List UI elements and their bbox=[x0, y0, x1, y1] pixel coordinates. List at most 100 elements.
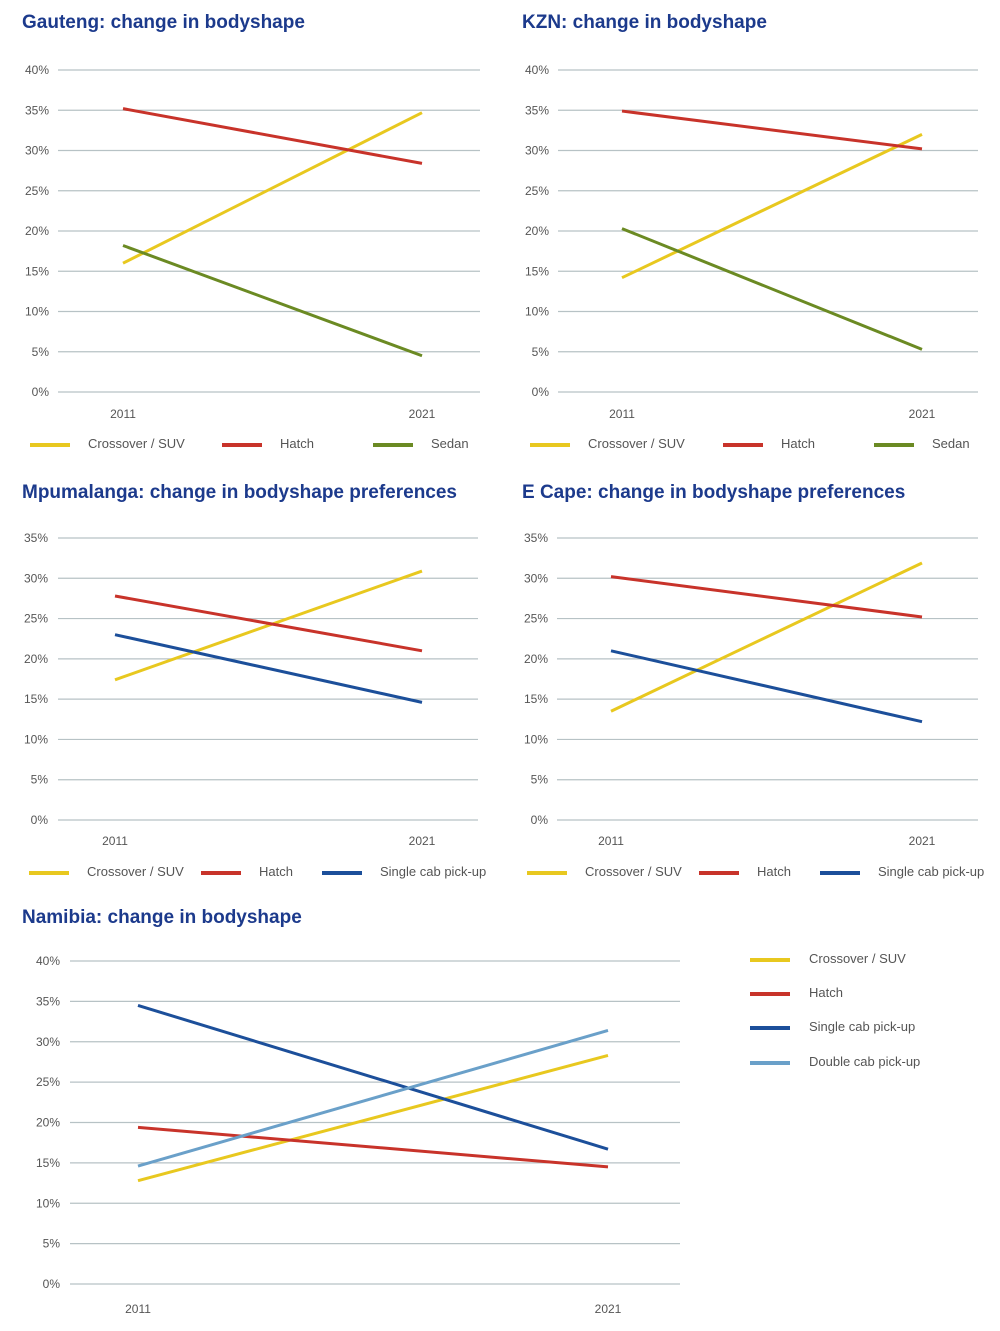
y-tick-label: 20% bbox=[36, 1116, 60, 1130]
series-line-hatch bbox=[610, 575, 923, 619]
legend-label: Single cab pick-up bbox=[380, 864, 487, 879]
chart-legend: Crossover / SUV Hatch Single cab pick-up bbox=[0, 861, 500, 885]
legend-swatch bbox=[750, 1061, 790, 1065]
y-tick-label: 15% bbox=[524, 692, 548, 706]
y-tick-label: 0% bbox=[31, 813, 49, 827]
x-tick-label: 2011 bbox=[102, 834, 128, 848]
legend-swatch bbox=[30, 443, 70, 447]
y-tick-label: 10% bbox=[36, 1196, 60, 1210]
y-tick-label: 15% bbox=[36, 1156, 60, 1170]
legend-label: Single cab pick-up bbox=[878, 864, 985, 879]
x-tick-label: 2011 bbox=[609, 407, 635, 421]
legend-label: Hatch bbox=[280, 436, 314, 451]
x-tick-label: 2021 bbox=[595, 1302, 622, 1316]
series-line-single-cab-pick-up bbox=[137, 1003, 609, 1151]
series-line-crossover-suv bbox=[610, 561, 923, 713]
y-tick-label: 5% bbox=[32, 345, 50, 359]
legend-label: Hatch bbox=[809, 985, 843, 1000]
y-tick-label: 25% bbox=[24, 612, 48, 626]
legend-label: Crossover / SUV bbox=[588, 436, 685, 451]
series-line-crossover-suv bbox=[137, 1054, 609, 1183]
y-tick-label: 35% bbox=[36, 994, 60, 1008]
y-tick-label: 35% bbox=[524, 531, 548, 545]
y-tick-label: 5% bbox=[532, 345, 550, 359]
y-tick-label: 35% bbox=[525, 103, 549, 117]
chart-legend: Crossover / SUV Hatch Single cab pick-up Do… bbox=[750, 948, 990, 1078]
legend-swatch bbox=[750, 992, 790, 996]
y-tick-label: 35% bbox=[24, 531, 48, 545]
chart-legend: Crossover / SUV Hatch Sedan bbox=[500, 433, 1000, 457]
chart-kzn: 0% 5% 10% 15% 20% 25% 30% 35% 40% 2011 2021 bbox=[525, 63, 978, 421]
y-tick-label: 0% bbox=[32, 385, 50, 399]
series-line-crossover-suv bbox=[621, 133, 923, 280]
legend-swatch bbox=[750, 1026, 790, 1030]
y-tick-label: 10% bbox=[25, 305, 49, 319]
legend-label: Single cab pick-up bbox=[809, 1019, 916, 1034]
legend-label: Crossover / SUV bbox=[88, 436, 185, 451]
legend-label: Hatch bbox=[757, 864, 791, 879]
legend-swatch bbox=[201, 871, 241, 875]
series-line-single-cab-pick-up bbox=[114, 633, 423, 704]
series-line-hatch bbox=[621, 109, 923, 151]
legend-label: Hatch bbox=[259, 864, 293, 879]
chart-legend: Crossover / SUV Hatch Single cab pick-up bbox=[500, 861, 1000, 885]
chart-gauteng: 0% 5% 10% 15% 20% 25% 30% 35% 40% 2011 2021 bbox=[25, 63, 480, 421]
legend-swatch bbox=[820, 871, 860, 875]
y-tick-label: 15% bbox=[25, 264, 49, 278]
y-tick-label: 30% bbox=[525, 144, 549, 158]
legend-label: Double cab pick-up bbox=[809, 1054, 921, 1069]
y-tick-label: 25% bbox=[524, 612, 548, 626]
chart-title: Mpumalanga: change in bodyshape preferen… bbox=[22, 482, 457, 503]
y-tick-label: 15% bbox=[24, 692, 48, 706]
y-tick-label: 10% bbox=[525, 305, 549, 319]
y-tick-label: 40% bbox=[525, 63, 549, 77]
y-tick-label: 0% bbox=[532, 385, 550, 399]
series-line-crossover-suv bbox=[122, 111, 423, 265]
y-tick-label: 40% bbox=[36, 954, 60, 968]
y-tick-label: 10% bbox=[524, 732, 548, 746]
legend-swatch bbox=[723, 443, 763, 447]
legend-label: Crossover / SUV bbox=[87, 864, 184, 879]
y-tick-label: 15% bbox=[525, 264, 549, 278]
x-tick-label: 2021 bbox=[409, 834, 436, 848]
chart-title: Namibia: change in bodyshape bbox=[22, 907, 302, 928]
series-line-sedan bbox=[122, 244, 423, 358]
series-line-hatch bbox=[137, 1125, 609, 1169]
y-tick-label: 30% bbox=[36, 1035, 60, 1049]
chart-legend: Crossover / SUV Hatch Sedan bbox=[0, 433, 500, 457]
chart-panel-mpumalanga: Mpumalanga: change in bodyshape preferen… bbox=[0, 470, 500, 900]
y-tick-label: 20% bbox=[525, 224, 549, 238]
legend-label: Sedan bbox=[431, 436, 469, 451]
x-tick-label: 2021 bbox=[409, 407, 436, 421]
chart-title: E Cape: change in bodyshape preferences bbox=[522, 482, 906, 503]
y-tick-label: 20% bbox=[524, 652, 548, 666]
series-line-sedan bbox=[621, 227, 923, 351]
series-line-hatch bbox=[122, 107, 423, 165]
chart-title: Gauteng: change in bodyshape bbox=[22, 12, 305, 33]
legend-label: Crossover / SUV bbox=[809, 951, 906, 966]
y-tick-label: 10% bbox=[24, 732, 48, 746]
series-line-single-cab-pick-up bbox=[610, 649, 923, 724]
chart-title: KZN: change in bodyshape bbox=[522, 12, 767, 33]
y-tick-label: 30% bbox=[24, 571, 48, 585]
legend-swatch bbox=[750, 958, 790, 962]
legend-swatch bbox=[527, 871, 567, 875]
y-tick-label: 20% bbox=[24, 652, 48, 666]
chart-mpumalanga: 0% 5% 10% 15% 20% 25% 30% 35% 2011 2021 bbox=[24, 531, 478, 848]
chart-e-cape: 0% 5% 10% 15% 20% 25% 30% 35% 2011 2021 bbox=[524, 531, 978, 848]
y-tick-label: 30% bbox=[25, 144, 49, 158]
y-tick-label: 5% bbox=[31, 773, 49, 787]
legend-swatch bbox=[530, 443, 570, 447]
legend-swatch bbox=[874, 443, 914, 447]
legend-swatch bbox=[222, 443, 262, 447]
chart-panel-e-cape: E Cape: change in bodyshape preferences … bbox=[500, 470, 1000, 900]
y-tick-label: 0% bbox=[531, 813, 549, 827]
y-tick-label: 5% bbox=[43, 1237, 61, 1251]
legend-label: Hatch bbox=[781, 436, 815, 451]
y-tick-label: 5% bbox=[531, 773, 549, 787]
legend-swatch bbox=[29, 871, 69, 875]
x-tick-label: 2011 bbox=[110, 407, 136, 421]
y-tick-label: 40% bbox=[25, 63, 49, 77]
chart-namibia: 0% 5% 10% 15% 20% 25% 30% 35% 40% 2011 2021 bbox=[36, 954, 680, 1316]
series-line-double-cab-pick-up bbox=[137, 1029, 609, 1168]
